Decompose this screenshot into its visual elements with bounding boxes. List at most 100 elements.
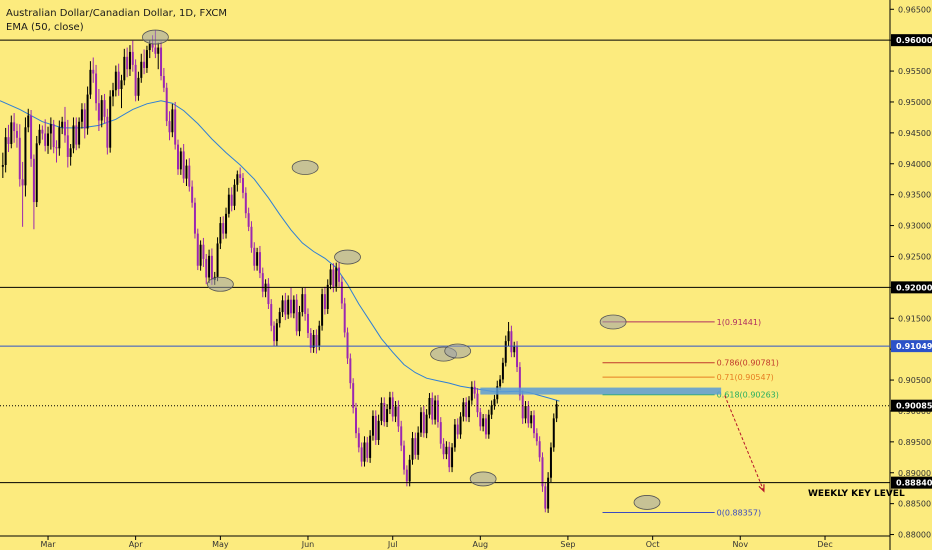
candle (479, 407, 482, 431)
candle (18, 124, 21, 187)
candle-body (100, 100, 103, 121)
candle-body (126, 56, 129, 70)
candle (408, 454, 411, 487)
candle-body (61, 121, 64, 128)
candle (309, 328, 312, 353)
candle (7, 124, 10, 153)
candle-body (408, 459, 411, 482)
candle (86, 86, 89, 135)
candle (315, 329, 318, 354)
candle-body (400, 426, 403, 446)
candle (80, 103, 83, 129)
candle-body (55, 147, 58, 149)
candle (504, 335, 507, 367)
candle (270, 299, 273, 332)
candle (273, 321, 276, 347)
candle-body (137, 77, 140, 96)
price-tick-label: 0.88500 (898, 500, 931, 509)
candle (306, 308, 309, 339)
candle-body (270, 304, 273, 326)
candle (281, 295, 284, 318)
candle-body (436, 400, 439, 423)
price-badge (891, 476, 932, 489)
candle (61, 116, 64, 135)
candle (171, 103, 174, 138)
candle (414, 432, 417, 460)
horizontal-lines[interactable]: 0.96000 0.92000 0.91049 0.90085 0.88840 (0, 34, 932, 489)
candle-body (451, 447, 454, 468)
candle (448, 441, 451, 473)
candle-body (225, 213, 228, 234)
candle (374, 410, 377, 445)
swing-marker[interactable] (141, 29, 169, 45)
candle (318, 320, 321, 351)
candle (369, 430, 372, 463)
candle-body (479, 412, 482, 427)
candle (284, 292, 287, 321)
swing-marker[interactable] (291, 160, 319, 175)
candle (131, 40, 134, 72)
candle (193, 197, 196, 239)
candle-body (369, 435, 372, 458)
time-tick-label: Oct (646, 540, 660, 549)
candle (360, 442, 363, 467)
candle-body (41, 129, 44, 134)
candle (222, 216, 225, 240)
candle (366, 436, 369, 463)
candle-body (154, 47, 157, 54)
price-tick-label: 0.89500 (898, 438, 931, 447)
candle (462, 397, 465, 422)
candle (174, 101, 177, 150)
candle-body (162, 76, 165, 88)
forecast-arrow[interactable] (724, 395, 765, 493)
swing-marker[interactable] (444, 343, 472, 359)
time-axis[interactable]: Mar Apr May Jun Jul Aug Sep Oct Nov Dec (0, 535, 890, 549)
candle (145, 45, 148, 73)
candle (507, 321, 510, 347)
candle-body (284, 300, 287, 315)
candle (499, 375, 502, 390)
candle (425, 409, 428, 439)
resistance-zone[interactable] (480, 387, 722, 395)
candle (100, 95, 103, 128)
candle (241, 173, 244, 199)
candle-body (143, 61, 146, 68)
candle (482, 414, 485, 432)
forecast-arrow-line[interactable] (724, 395, 765, 492)
candle-body (227, 194, 230, 214)
swing-marker[interactable] (206, 276, 234, 292)
candle-body (131, 51, 134, 65)
candle-body (468, 400, 471, 418)
candle-body (106, 116, 109, 148)
candle-body (397, 406, 400, 427)
candle-body (487, 414, 490, 435)
candle-body (338, 267, 341, 282)
candle (397, 400, 400, 432)
resistance-zone-bar[interactable] (480, 387, 722, 395)
swing-marker[interactable] (469, 471, 497, 487)
swing-marker[interactable] (334, 249, 361, 265)
candle-body (236, 174, 239, 185)
candle (340, 276, 343, 309)
candle-body (371, 415, 374, 436)
candle-body (83, 109, 86, 129)
candle-body (109, 96, 112, 148)
price-badge-label: 0.96000 (896, 36, 932, 45)
candle-body (326, 284, 329, 309)
candle (451, 443, 454, 473)
swing-marker[interactable] (633, 495, 661, 510)
candle (165, 82, 168, 127)
fibonacci-retracement[interactable]: 1(0.91441) 0.786(0.90781) 0.71(0.90547) 0.6… (602, 318, 779, 518)
candle-body (123, 56, 126, 81)
fib-level-label: 0(0.88357) (717, 508, 761, 517)
candle-body (261, 273, 264, 292)
candle-body (160, 47, 163, 77)
candle (470, 381, 473, 405)
candle-body (422, 412, 425, 434)
swing-markers[interactable] (141, 29, 661, 510)
candle-body (332, 269, 335, 287)
swing-marker[interactable] (599, 314, 627, 330)
candle-body (321, 294, 324, 326)
candle (292, 295, 295, 319)
